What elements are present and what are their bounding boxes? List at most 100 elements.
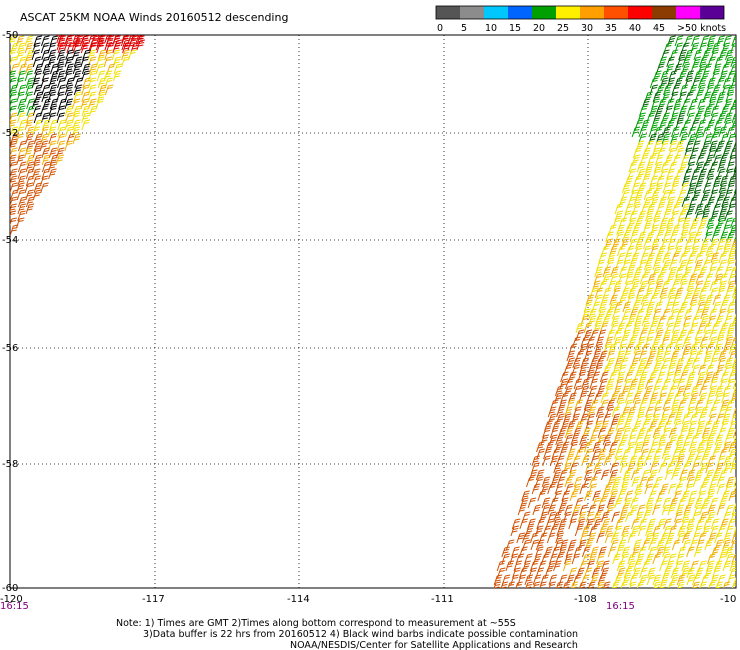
wind-barb: [618, 364, 627, 376]
wind-barb: [709, 287, 719, 299]
wind-barb: [15, 133, 25, 145]
wind-barb: [579, 581, 587, 588]
wind-barb: [691, 238, 701, 250]
wind-barb: [645, 231, 655, 243]
wind-barb: [677, 210, 687, 222]
wind-barb: [607, 448, 617, 460]
wind-barb: [705, 42, 715, 54]
wind-barb: [708, 266, 717, 278]
wind-barb: [679, 469, 688, 481]
wind-barb: [699, 455, 709, 467]
wind-barb: [702, 280, 711, 292]
wind-barb: [669, 336, 678, 348]
wind-barb: [587, 364, 597, 376]
wind-barb: [33, 112, 43, 124]
wind-barb: [539, 581, 547, 588]
wind-barb: [682, 119, 692, 131]
wind-barb: [712, 126, 722, 138]
wind-barb: [656, 371, 666, 383]
wind-barb: [587, 406, 597, 418]
wind-barb: [25, 196, 35, 208]
wind-barb: [724, 189, 733, 201]
wind-barb: [634, 483, 644, 495]
wind-barb: [681, 420, 690, 432]
wind-barb: [701, 140, 711, 152]
wind-barb: [652, 504, 661, 516]
wind-barb: [578, 539, 587, 551]
wind-barb: [71, 112, 81, 124]
wind-barb: [694, 126, 704, 138]
wind-barb: [639, 280, 648, 292]
wind-barb: [717, 329, 726, 341]
wind-barb: [17, 175, 26, 187]
wind-barb: [2, 71, 10, 81]
wind-barb: [47, 140, 57, 152]
wind-barb: [542, 427, 551, 439]
wind-barb: [731, 295, 736, 306]
wind-barb: [595, 560, 604, 572]
wind-barb: [685, 140, 694, 152]
wind-barb: [501, 553, 511, 565]
wind-barb: [591, 301, 601, 313]
wind-barb: [674, 42, 683, 54]
wind-barb: [10, 182, 18, 194]
wind-barb: [611, 308, 621, 320]
wind-barb: [95, 39, 105, 51]
wind-barb: [532, 504, 541, 516]
wind-barb: [553, 462, 562, 474]
wind-barb: [32, 175, 41, 187]
lat-label: -60: [2, 583, 18, 594]
wind-barb: [561, 490, 571, 502]
wind-barb: [554, 441, 564, 453]
wind-barb: [655, 231, 664, 243]
wind-barb: [575, 329, 585, 341]
wind-barb: [636, 581, 645, 588]
wind-barb: [544, 567, 553, 579]
wind-barb: [691, 364, 700, 376]
wind-barb: [717, 553, 727, 565]
wind-barb: [567, 469, 577, 481]
wind-barb: [601, 511, 610, 523]
wind-barb: [582, 427, 591, 439]
wind-barb: [74, 77, 83, 89]
wind-barb: [671, 378, 681, 390]
wind-barb: [661, 308, 671, 320]
wind-barb: [644, 532, 654, 544]
wind-barb: [597, 308, 607, 320]
wind-barb: [537, 490, 546, 502]
wind-barb: [677, 448, 687, 460]
wind-barb: [726, 574, 736, 586]
wind-barb: [716, 35, 725, 47]
wind-barb: [710, 105, 720, 117]
wind-barb: [593, 322, 602, 334]
longitude-labels: -120 -117 -114 -111 -108 -10: [0, 594, 736, 605]
wind-barb: [627, 364, 637, 376]
wind-barb: [564, 434, 573, 446]
wind-barb: [493, 574, 503, 586]
wind-barb: [10, 224, 19, 236]
wind-barb: [671, 399, 680, 411]
wind-barb: [590, 574, 599, 586]
wind-barb: [637, 336, 646, 348]
wind-barb: [715, 364, 725, 376]
wind-barb: [593, 469, 602, 481]
wind-barb: [719, 154, 728, 166]
wind-barb: [650, 224, 659, 236]
wind-barb: [674, 35, 684, 47]
wind-barb: [24, 70, 34, 82]
wind-barb: [622, 350, 632, 362]
wind-barb: [728, 490, 736, 502]
wind-barb: [722, 441, 732, 453]
wind-barb: [680, 567, 690, 579]
wind-barb: [121, 56, 130, 68]
wind-barb: [654, 476, 663, 488]
wind-barb: [16, 182, 25, 194]
wind-barb: [104, 39, 114, 51]
wind-barb: [616, 371, 626, 383]
wind-barb: [616, 560, 626, 572]
wind-barb: [575, 448, 584, 460]
wind-barb: [41, 154, 51, 166]
wind-barb: [653, 581, 661, 588]
wind-barb: [697, 294, 707, 306]
wind-barb: [47, 91, 57, 103]
